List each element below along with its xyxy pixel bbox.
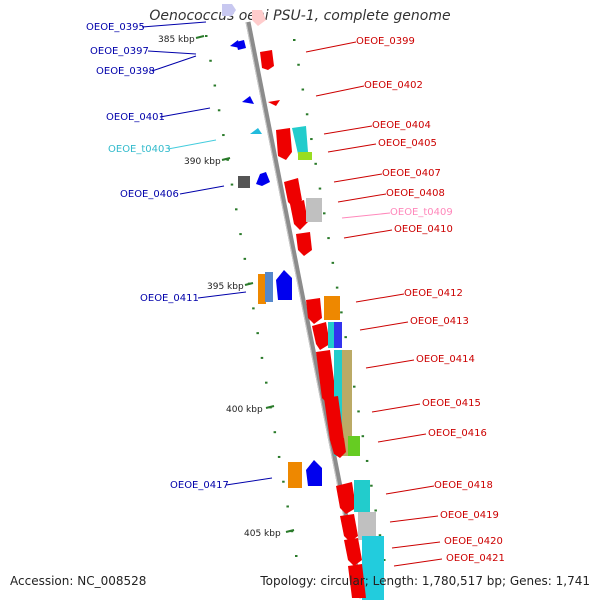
gene-label-OEOE-0404[interactable]: OEOE_0404 xyxy=(372,120,431,131)
right-leader-lines xyxy=(305,41,443,567)
kbp-tick-400 xyxy=(265,405,275,409)
kbp-tick-395 xyxy=(244,282,254,286)
gene-feature[interactable] xyxy=(242,96,254,104)
gene-feature[interactable] xyxy=(330,438,346,458)
gene-feature[interactable] xyxy=(236,40,246,50)
gene-label-OEOE-0397[interactable]: OEOE_0397 xyxy=(90,46,149,57)
gene-label-OEOE-0411[interactable]: OEOE_0411 xyxy=(140,293,199,304)
kbp-tick-390 xyxy=(221,157,231,161)
gene-feature[interactable] xyxy=(316,350,336,404)
gene-feature[interactable] xyxy=(296,232,312,256)
gene-feature[interactable] xyxy=(258,274,266,304)
gene-feature[interactable] xyxy=(362,536,384,600)
left-leader-lines xyxy=(141,21,273,486)
gene-feature[interactable] xyxy=(344,538,362,566)
gene-feature[interactable] xyxy=(290,200,308,230)
kbp-scale: 385 kbp 390 kbp 395 kbp 400 kbp 405 kbp xyxy=(158,35,295,539)
gene-label-OEOE-0421[interactable]: OEOE_0421 xyxy=(446,553,505,564)
gene-feature[interactable] xyxy=(348,564,366,598)
gene-feature[interactable] xyxy=(342,350,352,456)
gene-feature[interactable] xyxy=(276,128,292,160)
gene-feature[interactable] xyxy=(288,462,302,488)
gene-feature[interactable] xyxy=(260,50,274,70)
kbp-tick-405 xyxy=(285,529,295,533)
left-gene-labels: OEOE_0395 OEOE_0397 OEOE_0398 OEOE_0401 … xyxy=(86,22,229,491)
gene-label-OEOE-0413[interactable]: OEOE_0413 xyxy=(410,316,469,327)
kbp-label-385: 385 kbp xyxy=(158,35,195,45)
gene-label-OEOE-0405[interactable]: OEOE_0405 xyxy=(378,138,437,149)
gene-label-OEOE-0418[interactable]: OEOE_0418 xyxy=(434,480,493,491)
gene-label-OEOE-0410[interactable]: OEOE_0410 xyxy=(394,224,453,235)
kbp-label-405: 405 kbp xyxy=(244,529,281,539)
kbp-label-395: 395 kbp xyxy=(207,282,244,292)
gene-feature[interactable] xyxy=(256,172,270,186)
right-gene-labels: OEOE_0399 OEOE_0402 OEOE_0404 OEOE_0405 … xyxy=(356,36,505,564)
genome-backbone-highlight xyxy=(245,21,361,599)
gene-feature[interactable] xyxy=(252,10,266,26)
gene-feature[interactable] xyxy=(328,322,336,348)
gene-feature[interactable] xyxy=(250,128,262,134)
gene-label-OEOE-0420[interactable]: OEOE_0420 xyxy=(444,536,503,547)
gene-label-OEOE-0416[interactable]: OEOE_0416 xyxy=(428,428,487,439)
gene-label-OEOE-0412[interactable]: OEOE_0412 xyxy=(404,288,463,299)
genome-summary-text: Topology: circular; Length: 1,780,517 bp… xyxy=(260,574,590,588)
gene-label-OEOE-0415[interactable]: OEOE_0415 xyxy=(422,398,481,409)
gene-feature[interactable] xyxy=(340,514,358,542)
gene-label-OEOE-0407[interactable]: OEOE_0407 xyxy=(382,168,441,179)
gene-label-OEOE-0401[interactable]: OEOE_0401 xyxy=(106,112,165,123)
kbp-tick-385 xyxy=(195,35,205,39)
gene-feature[interactable] xyxy=(306,198,322,222)
gene-label-OEOE-0406[interactable]: OEOE_0406 xyxy=(120,189,179,200)
gene-label-OEOE-0419[interactable]: OEOE_0419 xyxy=(440,510,499,521)
gene-feature[interactable] xyxy=(292,126,308,154)
gene-feature[interactable] xyxy=(298,152,312,160)
gene-feature[interactable] xyxy=(284,178,302,208)
gene-label-OEOE-0399[interactable]: OEOE_0399 xyxy=(356,36,415,47)
gene-label-OEOE-0414[interactable]: OEOE_0414 xyxy=(416,354,475,365)
gene-feature[interactable] xyxy=(334,350,344,456)
gene-feature[interactable] xyxy=(276,270,292,300)
gene-feature[interactable] xyxy=(306,460,322,486)
gene-label-OEOE-0398[interactable]: OEOE_0398 xyxy=(96,66,155,77)
gene-feature[interactable] xyxy=(354,480,370,512)
gene-label-OEOE-0395[interactable]: OEOE_0395 xyxy=(86,22,145,33)
reverse-strand-features xyxy=(222,4,322,488)
gene-label-OEOE-t0409[interactable]: OEOE_t0409 xyxy=(390,207,453,218)
gene-feature[interactable] xyxy=(312,322,330,350)
gene-label-OEOE-t0403[interactable]: OEOE_t0403 xyxy=(108,144,171,155)
gene-feature[interactable] xyxy=(324,396,344,446)
forward-strand-features xyxy=(252,10,384,600)
gene-feature[interactable] xyxy=(358,512,376,540)
gene-label-OEOE-0417[interactable]: OEOE_0417 xyxy=(170,480,229,491)
gene-feature[interactable] xyxy=(268,100,280,106)
gene-feature[interactable] xyxy=(324,296,340,320)
gene-feature[interactable] xyxy=(238,176,250,188)
gene-feature[interactable] xyxy=(336,482,356,514)
kbp-label-390: 390 kbp xyxy=(184,157,221,167)
kbp-label-400: 400 kbp xyxy=(226,405,263,415)
gene-feature[interactable] xyxy=(306,298,322,324)
gene-feature[interactable] xyxy=(348,436,360,456)
gene-feature[interactable] xyxy=(265,272,273,302)
gene-feature[interactable] xyxy=(334,322,342,348)
gene-feature[interactable] xyxy=(222,4,236,16)
gene-label-OEOE-0408[interactable]: OEOE_0408 xyxy=(386,188,445,199)
gene-label-OEOE-0402[interactable]: OEOE_0402 xyxy=(364,80,423,91)
accession-text: Accession: NC_008528 xyxy=(10,574,147,588)
